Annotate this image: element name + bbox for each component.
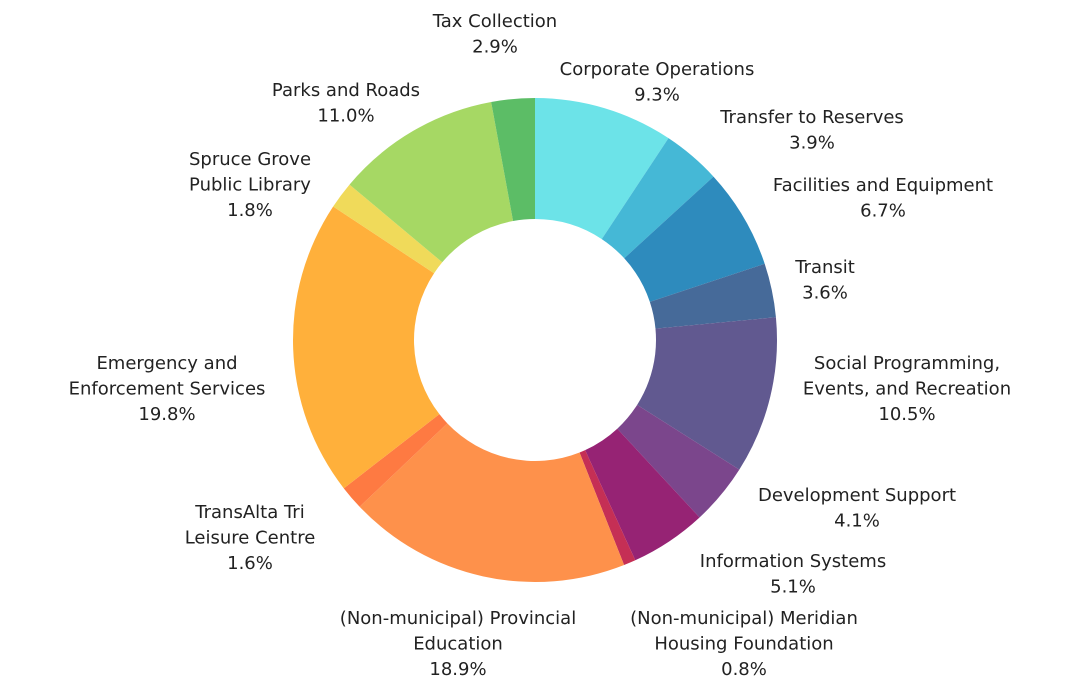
slice-value-label: 6.7% xyxy=(860,201,906,222)
slice-category-label: Spruce Grove xyxy=(189,149,311,170)
slice-non-municipal-meridian-housing-foundation xyxy=(579,450,636,566)
slice-label: TransAlta Tri Leisure Centre 1.6% xyxy=(185,502,316,574)
donut-slices xyxy=(292,98,777,582)
slice-category-label: Emergency and xyxy=(96,353,237,374)
slice-category-label: Public Library xyxy=(189,175,311,196)
slice-social-programming-events-and-recreation xyxy=(637,317,777,470)
slice-category-label: Education xyxy=(413,634,503,655)
slice-value-label: 1.8% xyxy=(227,200,273,221)
slice-label: Tax Collection 2.9% xyxy=(432,11,557,58)
slice-label: Spruce Grove Public Library 1.8% xyxy=(189,149,311,221)
slice-transit xyxy=(649,263,776,329)
slice-value-label: 9.3% xyxy=(634,85,680,106)
slice-label: (Non-municipal) Meridian Housing Foundati… xyxy=(630,608,858,680)
slice-category-label: (Non-municipal) Meridian xyxy=(630,608,858,629)
slice-category-label: Events, and Recreation xyxy=(803,379,1011,400)
slice-label-text: Parks and Roads 11.0% xyxy=(272,80,420,127)
slice-value-label: 4.1% xyxy=(834,511,880,532)
slice-label-text: (Non-municipal) Meridian Housing Foundati… xyxy=(630,608,858,680)
slice-transalta-tri-leisure-centre xyxy=(343,414,448,507)
slice-label: (Non-municipal) Provincial Education 18.9% xyxy=(340,608,576,680)
slice-category-label: Leisure Centre xyxy=(185,528,316,549)
slice-category-label: TransAlta Tri xyxy=(194,502,304,523)
slice-label-text: Transit 3.6% xyxy=(794,257,855,304)
slice-value-label: 11.0% xyxy=(317,106,374,127)
slice-development-support xyxy=(617,404,740,518)
slice-category-label: Information Systems xyxy=(700,551,886,572)
slice-label-text: Emergency and Enforcement Services 19.8% xyxy=(69,353,266,425)
slice-tax-collection xyxy=(491,98,535,222)
slice-label: Development Support 4.1% xyxy=(758,485,956,532)
slice-label: Transit 3.6% xyxy=(794,257,855,304)
slice-emergency-and-enforcement-services xyxy=(292,206,440,489)
slice-label: Corporate Operations 9.3% xyxy=(560,59,755,106)
slice-spruce-grove-public-library xyxy=(333,184,443,274)
slice-label: Social Programming, Events, and Recreatio… xyxy=(803,353,1011,425)
slice-label-text: (Non-municipal) Provincial Education 18.9% xyxy=(340,608,576,680)
slice-transfer-to-reserves xyxy=(601,138,714,259)
slice-label-text: Spruce Grove Public Library 1.8% xyxy=(189,149,311,221)
slice-label: Emergency and Enforcement Services 19.8% xyxy=(69,353,266,425)
slice-label-text: Corporate Operations 9.3% xyxy=(560,59,755,106)
slice-label-text: Transfer to Reserves 3.9% xyxy=(719,107,904,154)
slice-category-label: Parks and Roads xyxy=(272,80,420,101)
slice-label: Facilities and Equipment 6.7% xyxy=(773,175,993,222)
slice-corporate-operations xyxy=(535,98,669,240)
slice-parks-and-roads xyxy=(349,102,514,263)
slice-category-label: Social Programming, xyxy=(814,353,1000,374)
slice-non-municipal-provincial-education xyxy=(359,423,625,582)
slice-label-text: Development Support 4.1% xyxy=(758,485,956,532)
slice-value-label: 5.1% xyxy=(770,577,816,598)
slice-information-systems xyxy=(585,428,700,561)
slice-label-text: TransAlta Tri Leisure Centre 1.6% xyxy=(185,502,316,574)
slice-category-label: Transfer to Reserves xyxy=(719,107,904,128)
slice-label: Information Systems 5.1% xyxy=(700,551,886,598)
slice-label: Transfer to Reserves 3.9% xyxy=(719,107,904,154)
slice-category-label: Tax Collection xyxy=(432,11,557,32)
slice-facilities-and-equipment xyxy=(624,176,765,302)
slice-category-label: Enforcement Services xyxy=(69,379,266,400)
slice-value-label: 10.5% xyxy=(878,404,935,425)
slice-value-label: 2.9% xyxy=(472,37,518,58)
slice-category-label: (Non-municipal) Provincial xyxy=(340,608,576,629)
slice-category-label: Corporate Operations xyxy=(560,59,755,80)
slice-label-text: Tax Collection 2.9% xyxy=(432,11,557,58)
slice-label-text: Social Programming, Events, and Recreatio… xyxy=(803,353,1011,425)
slice-category-label: Transit xyxy=(794,257,855,278)
slice-value-label: 18.9% xyxy=(429,659,486,680)
slice-value-label: 19.8% xyxy=(138,404,195,425)
slice-value-label: 1.6% xyxy=(227,553,273,574)
slice-value-label: 3.6% xyxy=(802,283,848,304)
slice-label-text: Facilities and Equipment 6.7% xyxy=(773,175,993,222)
slice-label: Parks and Roads 11.0% xyxy=(272,80,420,127)
slice-category-label: Facilities and Equipment xyxy=(773,175,993,196)
slice-labels: Corporate Operations 9.3% Transfer to Rese… xyxy=(69,11,1012,680)
slice-label-text: Information Systems 5.1% xyxy=(700,551,886,598)
slice-value-label: 0.8% xyxy=(721,659,767,680)
slice-category-label: Development Support xyxy=(758,485,956,506)
slice-value-label: 3.9% xyxy=(789,133,835,154)
slice-category-label: Housing Foundation xyxy=(654,634,833,655)
